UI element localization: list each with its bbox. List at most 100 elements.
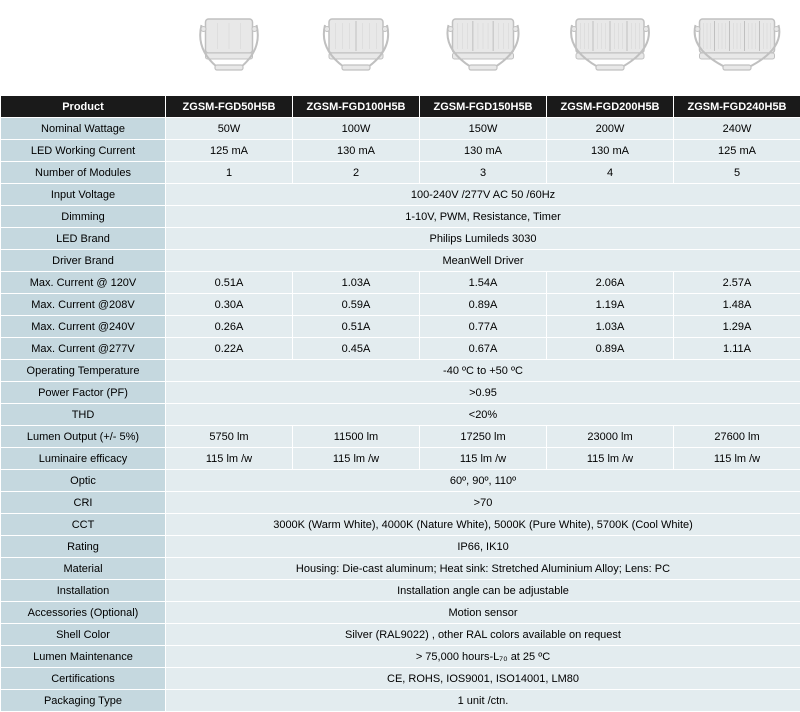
row-value: 115 lm /w xyxy=(420,448,547,470)
row-value: 1.19A xyxy=(547,294,674,316)
row-value-spanned: Housing: Die-cast aluminum; Heat sink: S… xyxy=(166,558,800,580)
row-label: Optic xyxy=(1,470,166,492)
row-value: 240W xyxy=(674,118,800,140)
row-value-spanned: >0.95 xyxy=(166,382,800,404)
table-row: Packaging Type1 unit /ctn. xyxy=(1,690,800,712)
row-value-spanned: Silver (RAL9022) , other RAL colors avai… xyxy=(166,624,800,646)
row-value: 130 mA xyxy=(293,140,420,162)
table-row: Driver BrandMeanWell Driver xyxy=(1,250,800,272)
product-image-4 xyxy=(546,0,673,95)
table-row: InstallationInstallation angle can be ad… xyxy=(1,580,800,602)
row-value-spanned: MeanWell Driver xyxy=(166,250,800,272)
row-value: 1.03A xyxy=(547,316,674,338)
row-value: 125 mA xyxy=(674,140,800,162)
row-value: 2 xyxy=(293,162,420,184)
floodlight-icon xyxy=(315,9,397,87)
table-row: CRI>70 xyxy=(1,492,800,514)
product-image-3 xyxy=(419,0,546,95)
table-row: Max. Current @208V0.30A0.59A0.89A1.19A1.… xyxy=(1,294,800,316)
row-value: 1.29A xyxy=(674,316,800,338)
row-value: 130 mA xyxy=(547,140,674,162)
row-value: 1.03A xyxy=(293,272,420,294)
floodlight-icon xyxy=(439,9,527,87)
product-image-1 xyxy=(165,0,292,95)
row-value-spanned: 100-240V /277V AC 50 /60Hz xyxy=(166,184,800,206)
row-value-spanned: Motion sensor xyxy=(166,602,800,624)
row-value-spanned: > 75,000 hours-L₇₀ at 25 ºC xyxy=(166,646,800,668)
row-value: 0.67A xyxy=(420,338,547,360)
header-model: ZGSM-FGD50H5B xyxy=(166,96,293,118)
row-value: 130 mA xyxy=(420,140,547,162)
row-value-spanned: 60º, 90º, 110º xyxy=(166,470,800,492)
table-row: Input Voltage100-240V /277V AC 50 /60Hz xyxy=(1,184,800,206)
row-value: 11500 lm xyxy=(293,426,420,448)
header-model: ZGSM-FGD100H5B xyxy=(293,96,420,118)
row-label: Accessories (Optional) xyxy=(1,602,166,624)
row-value: 150W xyxy=(420,118,547,140)
row-label: Operating Temperature xyxy=(1,360,166,382)
row-value-spanned: Philips Lumileds 3030 xyxy=(166,228,800,250)
row-value: 1.11A xyxy=(674,338,800,360)
row-value: 100W xyxy=(293,118,420,140)
row-label: Driver Brand xyxy=(1,250,166,272)
row-label: Max. Current @ 120V xyxy=(1,272,166,294)
table-body: Nominal Wattage50W100W150W200W240WLED Wo… xyxy=(1,118,800,712)
table-row: Optic60º, 90º, 110º xyxy=(1,470,800,492)
row-label: Lumen Maintenance xyxy=(1,646,166,668)
table-row: Max. Current @ 120V0.51A1.03A1.54A2.06A2… xyxy=(1,272,800,294)
floodlight-icon xyxy=(563,9,657,87)
row-value: 0.51A xyxy=(166,272,293,294)
row-value: 0.77A xyxy=(420,316,547,338)
row-value: 5750 lm xyxy=(166,426,293,448)
row-value: 0.89A xyxy=(547,338,674,360)
row-value-spanned: -40 ºC to +50 ºC xyxy=(166,360,800,382)
header-model: ZGSM-FGD240H5B xyxy=(674,96,800,118)
row-value-spanned: 1-10V, PWM, Resistance, Timer xyxy=(166,206,800,228)
row-label: Shell Color xyxy=(1,624,166,646)
floodlight-icon xyxy=(687,9,787,87)
row-label: Power Factor (PF) xyxy=(1,382,166,404)
row-value-spanned: >70 xyxy=(166,492,800,514)
table-row: Power Factor (PF)>0.95 xyxy=(1,382,800,404)
table-row: Number of Modules12345 xyxy=(1,162,800,184)
row-label: Max. Current @208V xyxy=(1,294,166,316)
row-label: LED Brand xyxy=(1,228,166,250)
row-label: Certifications xyxy=(1,668,166,690)
table-row: Max. Current @240V0.26A0.51A0.77A1.03A1.… xyxy=(1,316,800,338)
row-label: Lumen Output (+/- 5%) xyxy=(1,426,166,448)
image-row-spacer xyxy=(0,0,165,95)
row-value-spanned: 3000K (Warm White), 4000K (Nature White)… xyxy=(166,514,800,536)
row-value-spanned: 1 unit /ctn. xyxy=(166,690,800,712)
row-label: Max. Current @277V xyxy=(1,338,166,360)
table-row: CertificationsCE, ROHS, IOS9001, ISO1400… xyxy=(1,668,800,690)
table-row: MaterialHousing: Die-cast aluminum; Heat… xyxy=(1,558,800,580)
table-row: RatingIP66, IK10 xyxy=(1,536,800,558)
row-value: 0.59A xyxy=(293,294,420,316)
table-row: Lumen Output (+/- 5%)5750 lm11500 lm1725… xyxy=(1,426,800,448)
table-row: Luminaire efficacy115 lm /w115 lm /w115 … xyxy=(1,448,800,470)
row-value: 200W xyxy=(547,118,674,140)
row-value: 115 lm /w xyxy=(166,448,293,470)
row-value-spanned: IP66, IK10 xyxy=(166,536,800,558)
table-row: Lumen Maintenance> 75,000 hours-L₇₀ at 2… xyxy=(1,646,800,668)
row-label: Packaging Type xyxy=(1,690,166,712)
row-label: CCT xyxy=(1,514,166,536)
table-row: Nominal Wattage50W100W150W200W240W xyxy=(1,118,800,140)
product-image-5 xyxy=(673,0,800,95)
header-model: ZGSM-FGD150H5B xyxy=(420,96,547,118)
row-label: THD xyxy=(1,404,166,426)
row-value: 0.45A xyxy=(293,338,420,360)
row-label: Number of Modules xyxy=(1,162,166,184)
row-value: 17250 lm xyxy=(420,426,547,448)
row-value: 23000 lm xyxy=(547,426,674,448)
header-product-label: Product xyxy=(1,96,166,118)
table-row: CCT3000K (Warm White), 4000K (Nature Whi… xyxy=(1,514,800,536)
row-label: Installation xyxy=(1,580,166,602)
row-value: 0.89A xyxy=(420,294,547,316)
table-row: Operating Temperature-40 ºC to +50 ºC xyxy=(1,360,800,382)
row-value: 1 xyxy=(166,162,293,184)
row-value: 3 xyxy=(420,162,547,184)
row-label: Max. Current @240V xyxy=(1,316,166,338)
row-value: 0.26A xyxy=(166,316,293,338)
row-value-spanned: Installation angle can be adjustable xyxy=(166,580,800,602)
